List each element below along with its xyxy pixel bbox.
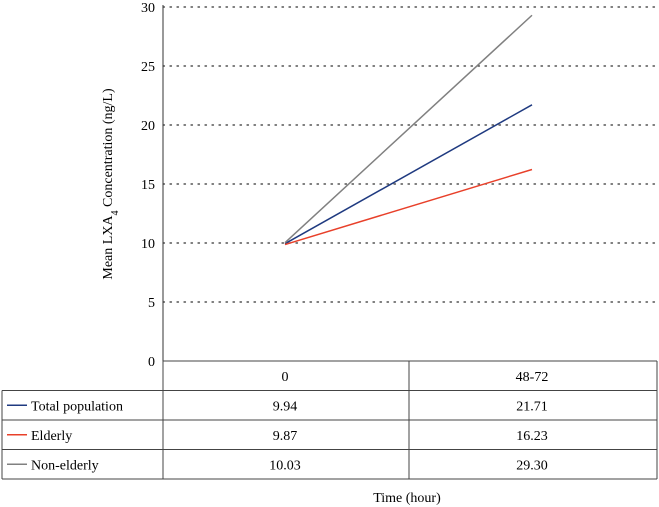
y-tick-label: 10 xyxy=(141,237,155,252)
y-axis-label: Mean LXA4 Concentration (ng/L) xyxy=(101,88,121,280)
axes: 0 5 10 15 20 25 30 xyxy=(141,1,164,370)
data-label: 21.71 xyxy=(516,399,548,414)
y-tick-label: 0 xyxy=(148,355,155,370)
y-tick-label: 25 xyxy=(141,60,155,75)
data-label: 9.94 xyxy=(273,399,298,414)
y-tick-label: 5 xyxy=(148,296,155,311)
gridlines xyxy=(162,6,658,303)
series-line xyxy=(284,14,533,244)
legend-label: Total population xyxy=(31,399,123,414)
data-label: 29.30 xyxy=(516,458,548,473)
y-tick-label: 30 xyxy=(141,1,155,16)
data-label: 9.87 xyxy=(273,429,298,444)
x-tick-label: 0 xyxy=(282,370,289,385)
data-label: 16.23 xyxy=(516,429,548,444)
series-lines xyxy=(284,14,533,246)
series-line xyxy=(284,168,533,246)
series-line xyxy=(284,104,533,245)
x-tick-label: 48-72 xyxy=(516,370,549,385)
x-axis-label: Time (hour) xyxy=(373,491,441,506)
y-tick-label: 20 xyxy=(141,119,155,134)
legend-label: Elderly xyxy=(31,429,72,444)
data-table: 0 48-72 Total population 9.94 21.71 Elderly 9.… xyxy=(1,360,658,480)
data-label: 10.03 xyxy=(269,458,301,473)
legend-label: Non-elderly xyxy=(31,458,99,473)
y-axis-label-subscript: 4 xyxy=(110,210,121,215)
y-tick-label: 15 xyxy=(141,178,155,193)
